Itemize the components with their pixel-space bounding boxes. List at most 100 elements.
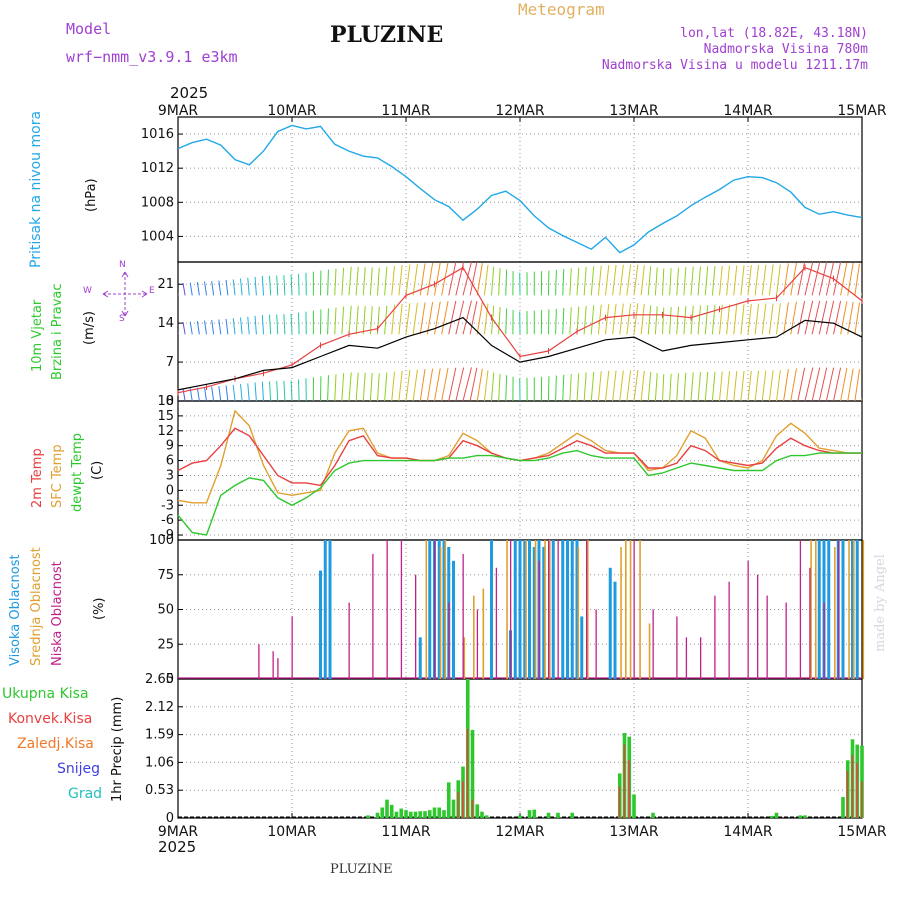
wind-barb xyxy=(232,318,236,335)
wind-barb xyxy=(619,370,624,401)
wind-barb xyxy=(448,262,457,296)
wind-barb xyxy=(597,304,602,335)
cloud-bar-low xyxy=(400,540,403,679)
wind-barb xyxy=(754,370,760,401)
wind-barb xyxy=(391,262,393,263)
wind-barb xyxy=(854,302,861,335)
wind-barb xyxy=(476,263,483,296)
date-label-top: 11MAR xyxy=(381,103,430,119)
wind-barb xyxy=(697,372,701,401)
wind-barb xyxy=(205,262,207,263)
wind-barb xyxy=(254,315,257,335)
wind-tick-label: 14 xyxy=(157,316,174,331)
wind-barb xyxy=(804,300,814,335)
wind-barb xyxy=(441,367,449,401)
wind-barb xyxy=(462,262,472,296)
cloud-bar-low xyxy=(700,637,702,679)
model-altitude-label: Nadmorska Visina u modelu 1211.17m xyxy=(601,58,868,73)
cloud-bar-low xyxy=(747,560,749,679)
temperature-tick-label: 12 xyxy=(157,424,174,439)
wind-barb xyxy=(261,276,264,296)
wind-barb xyxy=(818,300,828,335)
wind-barb xyxy=(662,268,665,296)
wind-barb xyxy=(719,262,721,263)
wind-barb xyxy=(768,370,774,401)
wind-barb xyxy=(413,262,414,263)
altitude-label: Nadmorska Visina 780m xyxy=(703,42,868,57)
wind-barb xyxy=(384,266,388,296)
wind-barbs-group xyxy=(178,262,862,401)
wind-barb xyxy=(355,305,359,335)
wind-barb xyxy=(768,264,774,296)
wind-barb xyxy=(448,367,457,401)
cloud-bar-high xyxy=(528,540,531,679)
precip-bar-total xyxy=(484,815,489,818)
cloud-bar-low xyxy=(448,602,450,679)
wind-barb xyxy=(369,373,373,401)
wind-barb xyxy=(683,306,687,335)
chart-title: PLUZINE xyxy=(330,22,444,48)
precip-bar-total xyxy=(442,810,446,818)
cloud-bar-high xyxy=(532,546,536,679)
precip-label-frz: Zaledj.Kisa xyxy=(17,736,94,752)
wind-barb xyxy=(697,266,701,296)
wind-barb xyxy=(211,319,215,335)
wind-barb xyxy=(640,370,645,401)
meteogram-label: Meteogram xyxy=(518,0,605,19)
wind-barb xyxy=(334,268,337,296)
wind-barb xyxy=(804,262,814,296)
wind-barb xyxy=(819,262,820,263)
wind-barb xyxy=(854,369,861,401)
wind-barb xyxy=(705,262,706,263)
wind-barb xyxy=(854,262,856,263)
wind-barb xyxy=(405,303,411,335)
wind-barb xyxy=(597,371,602,401)
wind-barb xyxy=(761,370,767,401)
wind-barb xyxy=(833,262,842,296)
cloud-bar-high xyxy=(437,540,441,679)
wind-barb xyxy=(633,303,639,335)
date-label-bottom: 13MAR xyxy=(609,824,658,840)
wind-barb xyxy=(448,300,457,335)
wind-barb xyxy=(189,282,193,296)
wind-barb xyxy=(483,264,489,296)
precip-bar-total xyxy=(841,797,845,818)
compass-w: W xyxy=(83,286,92,296)
wind-barb xyxy=(247,316,250,335)
wind-barb xyxy=(612,370,617,401)
wind-barb xyxy=(704,305,709,335)
precip-bar-total xyxy=(451,799,456,818)
cloud-bar-low xyxy=(676,616,678,679)
precip-bar-conv xyxy=(466,728,469,818)
wind-barb xyxy=(189,321,193,335)
wind-barb xyxy=(790,262,792,263)
wind-barb xyxy=(369,267,373,296)
cloud-bar-high xyxy=(817,540,821,679)
cloud-bar-high xyxy=(570,540,574,679)
precip-bar-total xyxy=(423,811,427,818)
wind-barb xyxy=(327,308,329,335)
cloud-bar-mid xyxy=(506,540,508,679)
wind-barb xyxy=(776,262,778,263)
wind-barb xyxy=(812,262,813,263)
precip-bar-total xyxy=(432,807,437,818)
wind-barb xyxy=(704,266,709,296)
cloud-bar-mid xyxy=(463,637,466,679)
wind-barb xyxy=(384,262,386,263)
date-label-bottom: 11MAR xyxy=(381,824,430,840)
wind-barb xyxy=(334,374,337,401)
wind-barb xyxy=(555,375,557,401)
wind-barb xyxy=(676,373,679,401)
date-label-bottom: 14MAR xyxy=(723,824,772,840)
wind-barb xyxy=(298,312,300,335)
wind-barb xyxy=(283,275,286,296)
wind-barb xyxy=(825,300,835,335)
wind-barb xyxy=(261,381,264,401)
wind-barb xyxy=(247,383,250,401)
wind-barb xyxy=(719,265,723,296)
wind-barb xyxy=(254,276,257,296)
wind-barb xyxy=(419,369,426,401)
precip-bar-conv xyxy=(856,762,858,818)
wind-barb xyxy=(654,373,658,401)
